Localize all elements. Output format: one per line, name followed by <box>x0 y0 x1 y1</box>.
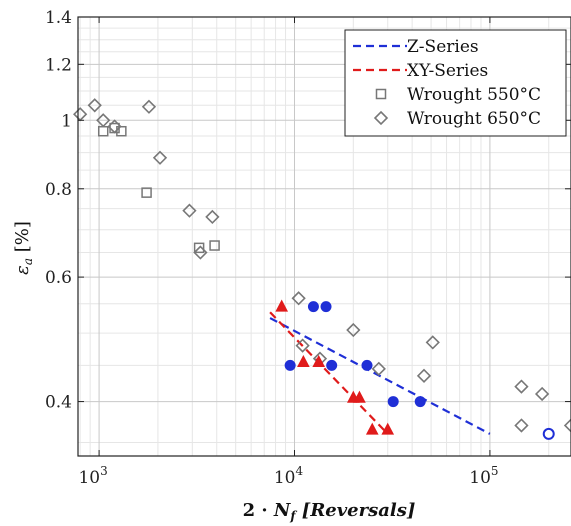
y-axis-title-subscript: a <box>21 258 35 265</box>
minor-grid <box>78 17 571 456</box>
point-wrought-650-c <box>514 418 529 433</box>
point-wrought-650-c <box>182 203 197 218</box>
point-wrought-650-c <box>346 322 361 338</box>
legend-swatch <box>373 110 389 126</box>
x-tick-label-exponent: 3 <box>100 464 108 478</box>
point-wrought-650-c <box>514 379 529 394</box>
x-axis-title-variable: N <box>273 500 292 521</box>
legend-swatch <box>375 88 387 100</box>
y-tick-label: 0.4 <box>45 393 72 413</box>
x-tick-label: 104 <box>274 464 304 488</box>
data-markers <box>73 98 571 440</box>
y-tick-label: 0.6 <box>45 268 72 288</box>
x-axis-title: 2 · Nf [Reversals] <box>243 500 416 523</box>
legend: Z-Series XY-Series Wrought 550°C Wrought 65… <box>344 29 567 137</box>
point-z-series-specimens <box>414 396 426 408</box>
point-wrought-650-c <box>141 99 157 114</box>
point-xy-series-specimens <box>365 422 379 435</box>
y-tick-label: 1.4 <box>45 8 72 28</box>
point-xy-series-specimens <box>275 299 289 312</box>
point-xy-series-specimens <box>312 354 326 368</box>
x-tick-labels: 103 104 105 <box>78 464 498 488</box>
y-axis-title-unit: [%] <box>12 221 33 258</box>
x-axis-title-subscript: f <box>289 509 297 523</box>
point-z-series-specimens <box>307 301 319 313</box>
point-wrought-550-c <box>193 242 205 254</box>
point-z-series-specimens <box>320 301 332 313</box>
point-wrought-650-c <box>96 113 111 128</box>
x-tick-label: 105 <box>469 464 498 488</box>
legend-entry-wrought-650-c: Wrought 650°C <box>373 109 541 129</box>
point-wrought-650-c <box>295 338 310 353</box>
y-tick-label: 0.8 <box>45 180 72 200</box>
legend-label: Z-Series <box>407 37 479 57</box>
legend-entry-wrought-550-c: Wrought 550°C <box>375 85 541 105</box>
fit-line-xy-series <box>269 311 389 435</box>
y-tick-labels: 0.4 0.6 0.8 1 1.2 1.4 <box>45 8 72 413</box>
fit-line-z-series <box>269 317 491 435</box>
x-tick-label-base: 10 <box>469 468 491 488</box>
legend-entry-z-series: Z-Series <box>353 37 479 57</box>
y-axis-title: εa [%] <box>12 221 35 275</box>
legend-entry-xy-series: XY-Series <box>353 61 488 81</box>
x-tick-label-exponent: 5 <box>491 464 499 478</box>
legend-box <box>344 29 567 137</box>
point-z-series-specimens <box>326 359 338 371</box>
x-axis-title-prefix: 2 · <box>243 500 274 521</box>
x-tick-label-base: 10 <box>78 468 100 488</box>
point-wrought-650-c <box>371 361 386 376</box>
point-wrought-650-c <box>193 245 208 260</box>
x-axis-title-unit: [Reversals] <box>296 500 416 521</box>
plot-frame <box>77 16 571 457</box>
x-tick-label: 103 <box>78 464 107 488</box>
point-wrought-650-c <box>205 209 220 225</box>
point-xy-series-specimens <box>353 390 366 403</box>
point-wrought-650-c <box>425 335 440 350</box>
y-tick-label: 1 <box>61 111 72 131</box>
point-xy-series-specimens <box>297 354 310 368</box>
point-wrought-650-c <box>534 386 550 402</box>
x-tick-label-exponent: 4 <box>295 464 303 478</box>
point-wrought-550-c <box>141 187 152 198</box>
y-axis-title-variable: ε <box>12 265 33 275</box>
point-z-series-specimens <box>284 359 296 371</box>
point-z-series-specimens <box>361 359 373 371</box>
point-z-series-runout <box>542 427 555 440</box>
point-wrought-650-c <box>563 418 571 433</box>
axis-ticks <box>78 16 571 456</box>
point-wrought-650-c <box>291 291 306 306</box>
point-wrought-650-c <box>87 98 102 113</box>
legend-label: Wrought 650°C <box>407 109 541 129</box>
point-wrought-650-c <box>107 119 122 134</box>
fit-lines <box>269 311 491 435</box>
point-z-series-specimens <box>387 396 399 408</box>
point-wrought-550-c <box>209 240 220 251</box>
legend-label: Wrought 550°C <box>407 85 541 105</box>
point-xy-series-specimens <box>381 422 395 435</box>
legend-label: XY-Series <box>407 61 488 81</box>
point-wrought-650-c <box>152 150 168 165</box>
y-tick-label: 1.2 <box>45 55 72 75</box>
x-tick-label-base: 10 <box>274 468 296 488</box>
point-wrought-650-c <box>416 368 432 383</box>
